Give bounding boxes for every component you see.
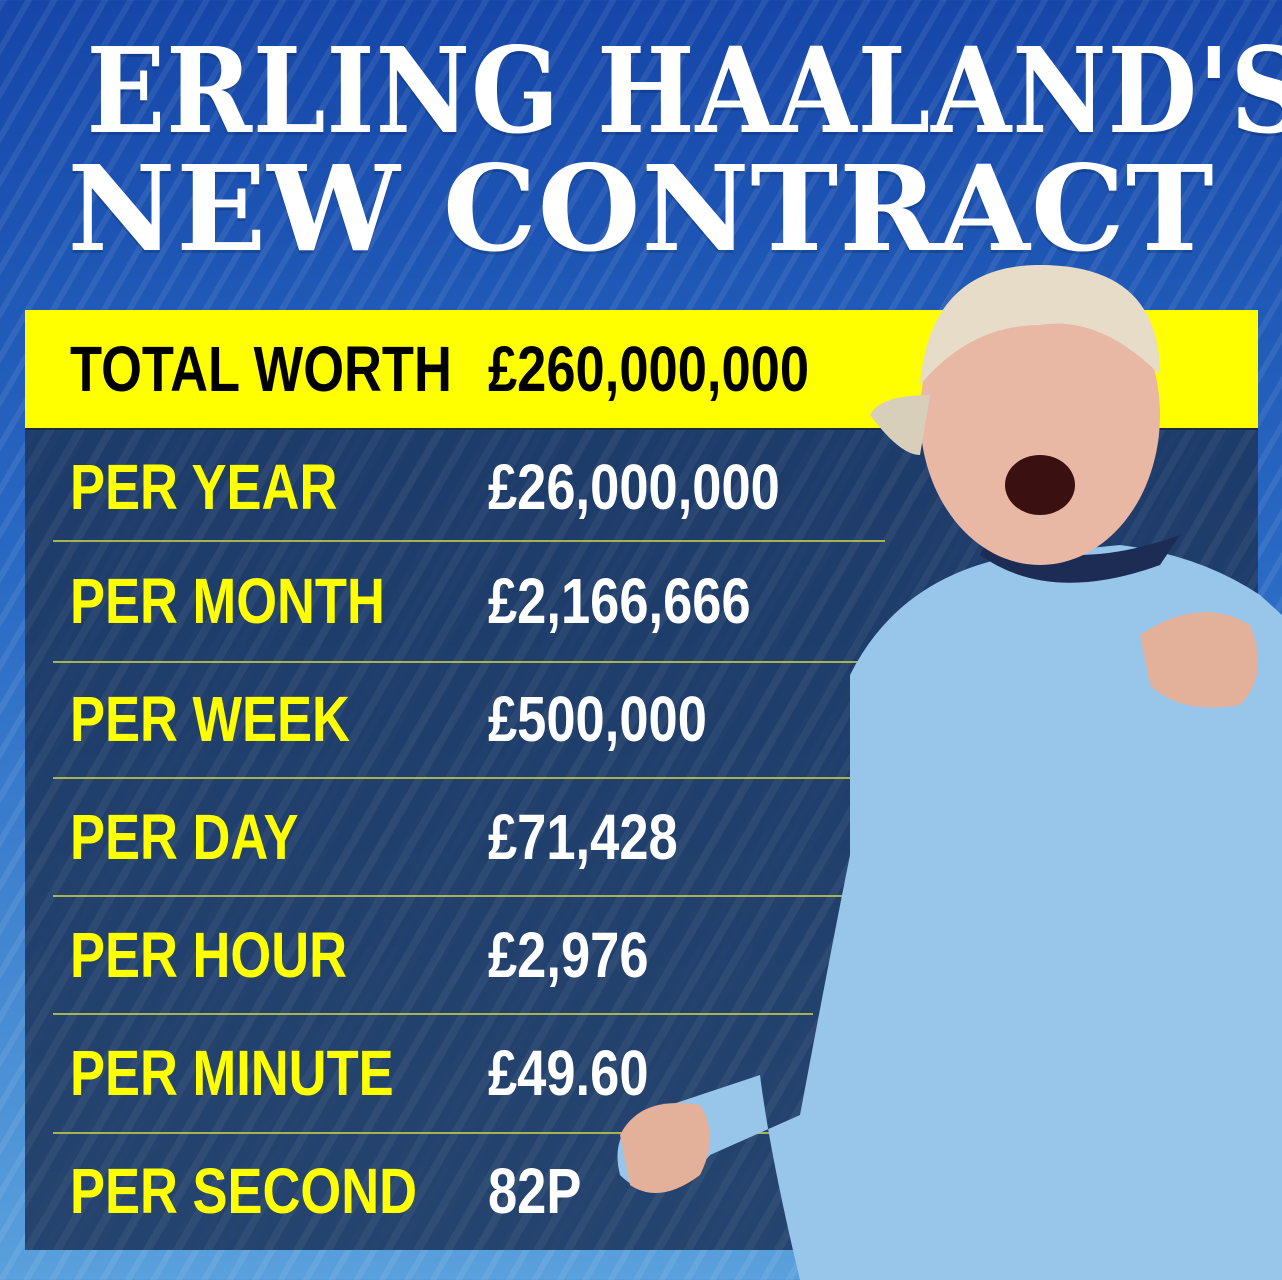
row-value: £49.60 — [488, 1037, 649, 1109]
row-label: PER MINUTE — [70, 1037, 394, 1109]
row-value: £500,000 — [488, 683, 707, 755]
row-value: £2,976 — [488, 919, 649, 991]
row-label: PER WEEK — [70, 683, 350, 755]
player-hair — [920, 265, 1160, 385]
player-fist — [1140, 612, 1258, 708]
table-row: PER SECOND 82P — [25, 1132, 1258, 1250]
row-label: PER MONTH — [70, 565, 385, 637]
headline-line-2: NEW CONTRACT — [67, 139, 1215, 278]
row-value: £260,000,000 — [488, 333, 810, 405]
row-label: TOTAL WORTH — [70, 333, 452, 405]
row-value: £2,166,666 — [488, 565, 751, 637]
player-hair-tail — [870, 395, 930, 455]
row-label: PER HOUR — [70, 919, 348, 991]
row-label: PER SECOND — [70, 1155, 418, 1227]
table-row: PER HOUR £2,976 — [25, 896, 1258, 1014]
divider — [53, 895, 853, 897]
headline-row-1: ERLING HAALAND'S — [0, 32, 1282, 150]
player-mouth — [1005, 455, 1075, 515]
headline-row-2: NEW CONTRACT — [0, 150, 1282, 268]
row-value: £71,428 — [488, 801, 678, 873]
row-label: PER YEAR — [70, 451, 338, 523]
table-row: PER WEEK £500,000 — [25, 660, 1258, 778]
divider — [53, 1013, 813, 1015]
table-row: PER YEAR £26,000,000 — [25, 428, 1258, 546]
row-label: PER DAY — [70, 801, 299, 873]
table-row: PER MINUTE £49.60 — [25, 1014, 1258, 1132]
table-row: PER DAY £71,428 — [25, 778, 1258, 896]
divider — [53, 777, 853, 779]
table-row: PER MONTH £2,166,666 — [25, 542, 1258, 660]
player-fist-lower — [620, 1103, 710, 1193]
player-shirt — [617, 545, 1282, 1280]
divider — [53, 661, 873, 663]
row-value: £26,000,000 — [488, 451, 780, 523]
player-collar — [980, 535, 1180, 583]
player-photo — [617, 265, 1282, 1280]
headline-line-1: ERLING HAALAND'S — [86, 21, 1282, 160]
divider — [53, 540, 885, 542]
player-head — [920, 265, 1160, 565]
divider — [53, 1132, 833, 1134]
row-value: 82P — [488, 1155, 582, 1227]
